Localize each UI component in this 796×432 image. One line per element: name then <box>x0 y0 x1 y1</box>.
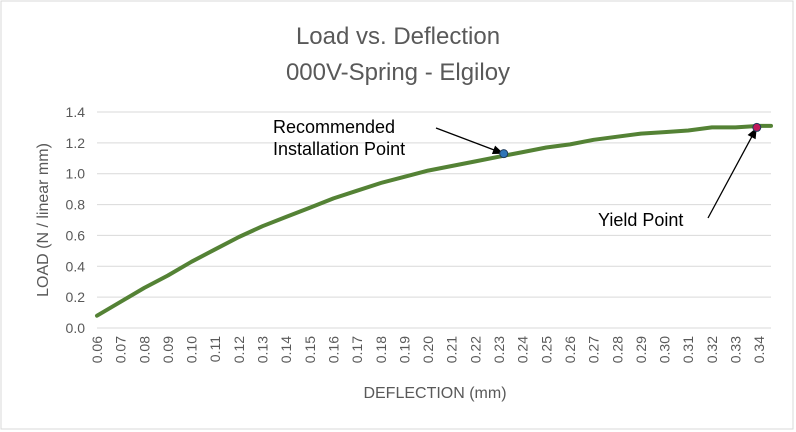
x-tick-label: 0.19 <box>396 336 412 363</box>
x-tick-label: 0.31 <box>680 336 696 363</box>
y-axis-label: LOAD (N / linear mm) <box>35 143 52 297</box>
x-tick-label: 0.20 <box>420 336 436 363</box>
x-tick-labels: 0.06 0.07 0.08 0.09 0.10 0.11 0.12 0.13 0.14 0.15… <box>89 336 767 363</box>
y-tick-label: 0.0 <box>66 320 86 336</box>
x-tick-label: 0.26 <box>562 336 578 363</box>
x-tick-label: 0.32 <box>704 336 720 363</box>
annotation-label: Recommended <box>273 117 395 137</box>
y-tick-label: 1.4 <box>66 104 86 120</box>
chart-title: Load vs. Deflection <box>296 23 500 50</box>
x-tick-label: 0.11 <box>207 336 223 362</box>
x-tick-label: 0.30 <box>657 336 673 363</box>
x-axis-label: DEFLECTION (mm) <box>363 385 506 402</box>
annotation-label: Yield Point <box>598 210 683 230</box>
x-tick-label: 0.28 <box>609 336 625 363</box>
x-tick-label: 0.10 <box>184 336 200 363</box>
x-tick-label: 0.22 <box>467 336 483 363</box>
x-tick-label: 0.24 <box>515 336 531 363</box>
x-tick-label: 0.06 <box>89 336 105 363</box>
x-tick-label: 0.07 <box>113 336 129 363</box>
x-tick-label: 0.33 <box>728 336 744 363</box>
x-tick-label: 0.12 <box>231 336 247 363</box>
annotation-label: Installation Point <box>273 139 405 159</box>
x-tick-label: 0.14 <box>278 336 294 363</box>
x-tick-label: 0.23 <box>491 336 507 363</box>
y-tick-label: 0.8 <box>66 197 86 213</box>
x-tick-label: 0.13 <box>255 336 271 363</box>
annotation-arrow <box>707 127 758 219</box>
y-tick-label: 1.0 <box>66 166 86 182</box>
x-tick-label: 0.34 <box>751 336 767 363</box>
chart-subtitle: 000V-Spring - Elgiloy <box>286 59 510 86</box>
y-tick-label: 1.2 <box>66 135 86 151</box>
x-tick-label: 0.09 <box>160 336 176 363</box>
x-tick-label: 0.17 <box>349 336 365 363</box>
series-line <box>95 123 773 318</box>
x-tick-label: 0.25 <box>538 336 554 363</box>
x-tick-label: 0.29 <box>633 336 649 363</box>
y-tick-label: 0.2 <box>66 289 86 305</box>
annotation-arrow <box>435 127 504 155</box>
annotation-marker <box>499 149 509 159</box>
x-tick-label: 0.15 <box>302 336 318 363</box>
y-tick-label: 0.6 <box>66 227 86 243</box>
annotation-marker <box>752 122 762 132</box>
y-tick-labels: 0.0 0.2 0.4 0.6 0.8 1.0 1.2 1.4 <box>66 104 86 336</box>
x-tick-label: 0.08 <box>136 336 152 363</box>
x-tick-label: 0.18 <box>373 336 389 363</box>
series-layer <box>95 123 773 318</box>
x-tick-label: 0.21 <box>444 336 460 363</box>
x-tick-label: 0.27 <box>586 336 602 363</box>
gridlines <box>97 111 771 329</box>
x-tick-label: 0.16 <box>325 336 341 363</box>
y-tick-label: 0.4 <box>66 258 86 274</box>
